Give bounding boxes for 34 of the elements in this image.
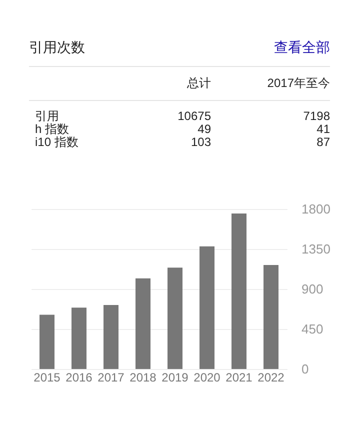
x-tick-label: 2017 (98, 370, 125, 384)
text: 49 (196, 122, 211, 136)
text: 87 (316, 135, 330, 149)
x-tick-label: 2021 (226, 370, 253, 384)
bar (168, 268, 182, 369)
y-tick-label: 0 (302, 362, 309, 376)
bar (104, 305, 118, 369)
y-tick-label: 1350 (302, 242, 330, 256)
x-tick-label: 2022 (258, 370, 285, 384)
bar (264, 265, 278, 369)
text: 10675 (176, 108, 211, 123)
text: 103 (190, 135, 211, 149)
text: 查看全部 (274, 39, 330, 57)
x-tick-label: 2016 (66, 370, 93, 384)
bar (232, 213, 246, 369)
text: 总计 (125, 67, 211, 100)
bar (40, 314, 54, 369)
text: h 指数 (34, 122, 70, 136)
bar (136, 278, 150, 369)
x-tick-label: 2019 (162, 370, 189, 384)
text: 2017年至今 (211, 67, 330, 100)
y-tick-label: 900 (302, 282, 324, 296)
bar (72, 308, 86, 369)
text: 引用 (34, 108, 60, 123)
x-tick-label: 2015 (34, 370, 61, 384)
text: 7198 (302, 108, 330, 123)
text: 引用次数 (29, 39, 85, 57)
y-tick-label: 1800 (302, 202, 330, 216)
x-tick-label: 2018 (130, 370, 157, 384)
bar (200, 246, 214, 369)
text: 41 (316, 122, 330, 136)
text: i10 指数 (34, 135, 80, 149)
x-tick-label: 2020 (194, 370, 221, 384)
y-tick-label: 450 (302, 322, 324, 336)
